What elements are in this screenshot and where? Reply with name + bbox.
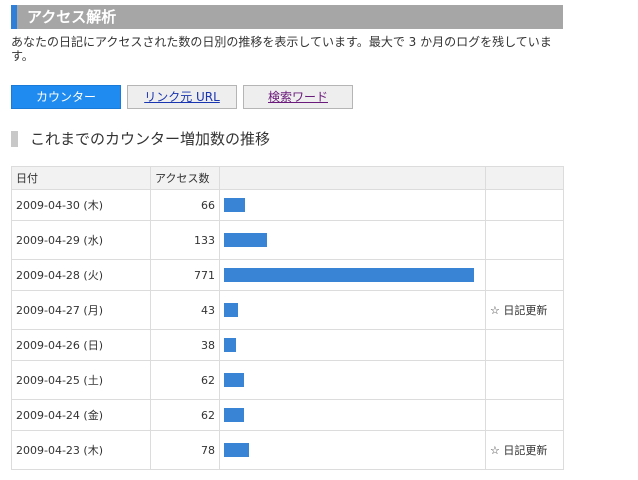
column-header-note [485,166,564,190]
bar-cell [219,290,486,330]
note-cell [485,329,564,361]
date-cell: 2009-04-28 (火) [11,259,151,291]
table-row: 2009-04-29 (水) 133 [11,220,564,260]
count-cell: 62 [150,360,220,400]
access-table: 日付 アクセス数 2009-04-30 (木) 66 2009-04-29 (水) 1… [11,166,564,470]
count-bar [224,373,245,387]
bar-cell [219,220,486,260]
bar-cell [219,399,486,431]
count-bar [224,268,474,282]
section-title: これまでのカウンター増加数の推移 [11,131,270,147]
table-header-row: 日付 アクセス数 [11,166,564,190]
page-title: アクセス解析 [27,8,117,26]
date-cell: 2009-04-27 (月) [11,290,151,330]
count-bar [224,443,250,457]
bar-cell [219,329,486,361]
table-row: 2009-04-30 (木) 66 [11,189,564,221]
date-cell: 2009-04-26 (日) [11,329,151,361]
count-bar [224,408,245,422]
count-bar [224,233,268,247]
column-header-bar [219,166,486,190]
note-cell [485,220,564,260]
count-cell: 43 [150,290,220,330]
table-row: 2009-04-25 (土) 62 [11,360,564,400]
count-cell: 66 [150,189,220,221]
count-bar [224,338,237,352]
table-row: 2009-04-23 (木) 78 ☆ 日記更新 [11,430,564,470]
count-cell: 78 [150,430,220,470]
bar-cell [219,360,486,400]
tab-bar: カウンター リンク元 URL 検索ワード [11,85,353,109]
count-cell: 62 [150,399,220,431]
date-cell: 2009-04-24 (金) [11,399,151,431]
count-bar [224,198,246,212]
description-text: あなたの日記にアクセスされた数の日別の推移を表示しています。最大で 3 か月のロ… [11,35,552,63]
date-cell: 2009-04-23 (木) [11,430,151,470]
tab-counter[interactable]: カウンター [11,85,121,109]
bar-cell [219,259,486,291]
note-cell [485,399,564,431]
date-cell: 2009-04-29 (水) [11,220,151,260]
tab-referrer-url[interactable]: リンク元 URL [127,85,237,109]
note-cell [485,259,564,291]
note-cell [485,189,564,221]
table-row: 2009-04-26 (日) 38 [11,329,564,361]
note-cell: ☆ 日記更新 [485,290,564,330]
date-cell: 2009-04-30 (木) [11,189,151,221]
count-cell: 38 [150,329,220,361]
count-bar [224,303,238,317]
table-row: 2009-04-24 (金) 62 [11,399,564,431]
page-header: アクセス解析 [11,5,563,29]
count-cell: 133 [150,220,220,260]
column-header-count: アクセス数 [150,166,220,190]
note-cell [485,360,564,400]
table-row: 2009-04-27 (月) 43 ☆ 日記更新 [11,290,564,330]
table-row: 2009-04-28 (火) 771 [11,259,564,291]
column-header-date: 日付 [11,166,151,190]
count-cell: 771 [150,259,220,291]
date-cell: 2009-04-25 (土) [11,360,151,400]
note-cell: ☆ 日記更新 [485,430,564,470]
bar-cell [219,189,486,221]
tab-search-words[interactable]: 検索ワード [243,85,353,109]
bar-cell [219,430,486,470]
